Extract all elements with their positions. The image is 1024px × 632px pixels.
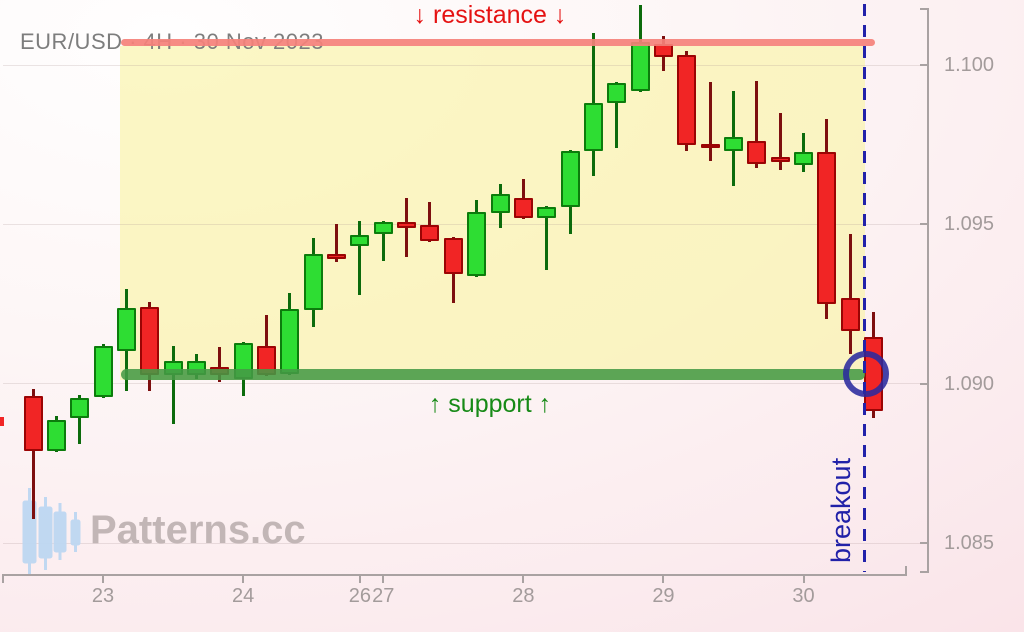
candle-wick bbox=[78, 394, 82, 445]
candle-edge-fragment bbox=[0, 417, 4, 426]
candle-bullish[interactable] bbox=[537, 207, 557, 219]
y-axis-top-cap bbox=[920, 8, 928, 10]
y-axis-label: 1.090 bbox=[944, 372, 995, 395]
watermark bbox=[20, 483, 84, 583]
x-axis-tick bbox=[382, 575, 385, 583]
x-axis-label: 28 bbox=[512, 585, 535, 607]
x-axis-label: 24 bbox=[232, 585, 255, 607]
candle-bullish[interactable] bbox=[724, 136, 743, 151]
candle-wick bbox=[708, 82, 712, 161]
candle-bullish[interactable] bbox=[490, 194, 510, 214]
breakout-dashed-line bbox=[862, 4, 866, 572]
support-label: ↑ support ↑ bbox=[428, 390, 552, 418]
candle-wick bbox=[755, 81, 759, 168]
candle-bearish[interactable] bbox=[513, 198, 533, 219]
candle-bearish[interactable] bbox=[327, 253, 347, 259]
candle-wick bbox=[778, 113, 782, 170]
candle-wick bbox=[358, 221, 362, 296]
candle-bullish[interactable] bbox=[303, 253, 323, 311]
x-axis-label: 23 bbox=[91, 585, 115, 607]
candle-bullish[interactable] bbox=[607, 83, 627, 104]
y-axis-tick bbox=[920, 223, 928, 226]
y-axis-label: 1.085 bbox=[944, 532, 995, 554]
candle-bullish[interactable] bbox=[46, 419, 66, 452]
candle-wick bbox=[545, 206, 549, 270]
candle-bullish[interactable] bbox=[373, 222, 393, 234]
candle-wick bbox=[31, 388, 35, 519]
candle-bullish[interactable] bbox=[794, 151, 814, 165]
candle-bullish[interactable] bbox=[467, 212, 487, 276]
gridline bbox=[3, 64, 928, 66]
x-axis-label: 30 bbox=[792, 585, 815, 607]
candle-bullish[interactable] bbox=[350, 234, 370, 246]
y-axis-tick bbox=[920, 64, 928, 66]
candle-bearish[interactable] bbox=[840, 297, 860, 332]
y-axis-tick bbox=[920, 382, 928, 385]
x-axis-tick bbox=[522, 575, 525, 583]
candle-wick bbox=[848, 233, 852, 355]
candle-bearish[interactable] bbox=[420, 225, 440, 241]
x-axis-right-cap bbox=[905, 566, 907, 575]
y-axis-line bbox=[927, 8, 929, 573]
candle-bearish[interactable] bbox=[443, 238, 463, 274]
x-axis-label: 26 bbox=[348, 585, 372, 607]
y-axis-tick bbox=[920, 542, 928, 544]
y-axis-label: 1.100 bbox=[944, 54, 995, 76]
candle-bearish[interactable] bbox=[770, 156, 790, 162]
breakout-circle-marker bbox=[843, 351, 889, 398]
x-axis-tick bbox=[242, 575, 245, 583]
candle-bearish[interactable] bbox=[23, 395, 43, 452]
candle-bearish[interactable] bbox=[397, 222, 417, 229]
pattern-zone bbox=[120, 46, 865, 381]
candle-bullish[interactable] bbox=[70, 397, 90, 419]
candle-wick bbox=[218, 347, 222, 382]
candle-bullish[interactable] bbox=[93, 346, 113, 397]
candle-bearish[interactable] bbox=[747, 141, 767, 164]
candle-bullish[interactable] bbox=[583, 103, 603, 151]
watermark-text: Patterns.cc bbox=[90, 508, 306, 552]
candle-bullish[interactable] bbox=[116, 308, 136, 351]
x-axis-tick bbox=[662, 575, 665, 583]
x-axis-line bbox=[2, 574, 907, 576]
gridline bbox=[3, 223, 928, 225]
candle-wick bbox=[615, 82, 619, 148]
candle-wick bbox=[381, 221, 385, 261]
candle-wick bbox=[265, 315, 268, 376]
x-axis-label: 29 bbox=[652, 585, 675, 607]
candle-bearish[interactable] bbox=[700, 143, 720, 148]
x-axis-tick bbox=[802, 575, 805, 583]
gridline bbox=[3, 542, 928, 544]
resistance-line bbox=[121, 39, 875, 47]
candle-bearish[interactable] bbox=[677, 54, 697, 145]
x-axis-label: 27 bbox=[372, 585, 395, 607]
x-axis-tick bbox=[102, 575, 105, 583]
gridline bbox=[3, 383, 928, 385]
x-axis-tick bbox=[358, 575, 361, 583]
x-axis-left-cap bbox=[2, 574, 4, 583]
candlestick-watermark-icon bbox=[22, 488, 81, 575]
resistance-label: ↓ resistance ↓ bbox=[413, 1, 567, 29]
candle-bearish[interactable] bbox=[817, 151, 837, 304]
y-axis-bottom-cap bbox=[920, 571, 928, 573]
candle-bullish[interactable] bbox=[560, 150, 580, 208]
candle-wick bbox=[335, 224, 339, 262]
candle-wick bbox=[428, 202, 432, 242]
support-line bbox=[121, 368, 865, 380]
candle-wick bbox=[171, 346, 175, 425]
y-axis-label: 1.095 bbox=[944, 213, 995, 236]
